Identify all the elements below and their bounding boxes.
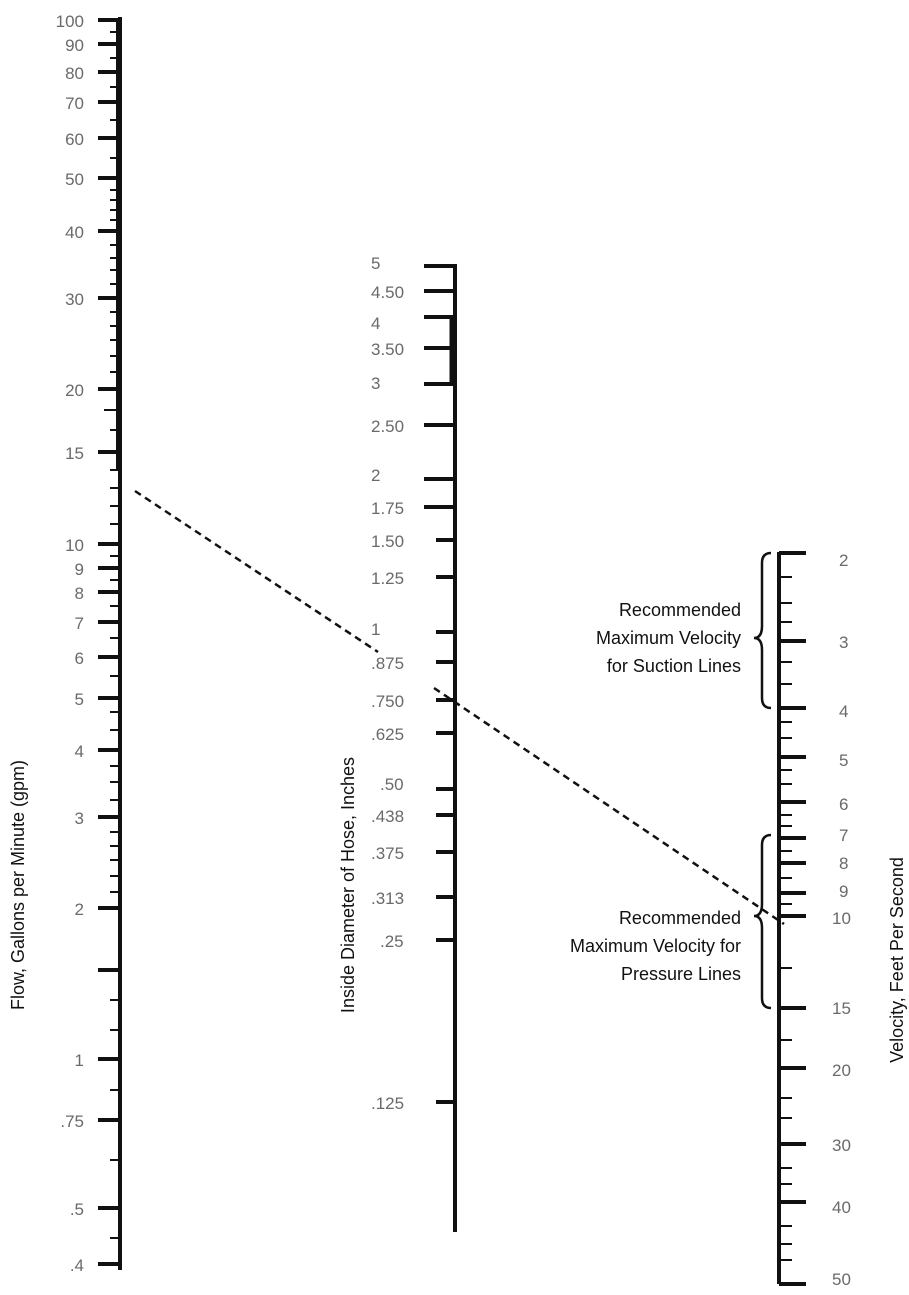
example-line-flow-to-diameter [134, 489, 379, 654]
velocity-label-9: 9 [839, 882, 848, 901]
diameter-label-875: .875 [371, 654, 404, 673]
velocity-major-ticks [779, 551, 806, 1286]
diameter-label-50: .50 [380, 775, 404, 794]
velocity-label-10: 10 [832, 909, 851, 928]
example-line-diameter-to-velocity [433, 686, 785, 926]
velocity-label-5: 5 [839, 751, 848, 770]
flow-label-70: 70 [65, 94, 84, 113]
flow-label-100: 100 [56, 12, 84, 31]
velocity-label-3: 3 [839, 633, 848, 652]
pressure-velocity-note: Recommended Maximum Velocity for Pressur… [570, 908, 741, 984]
velocity-label-30: 30 [832, 1136, 851, 1155]
pressure-note-line-3: Pressure Lines [621, 964, 741, 984]
flow-label-80: 80 [65, 64, 84, 83]
flow-label-10: 10 [65, 536, 84, 555]
diameter-label-625: .625 [371, 725, 404, 744]
diameter-label-1-25: 1.25 [371, 569, 404, 588]
flow-label-6: 6 [75, 649, 84, 668]
flow-label-075: .75 [60, 1112, 84, 1131]
diameter-label-1-75: 1.75 [371, 499, 404, 518]
diameter-label-750: .750 [371, 692, 404, 711]
velocity-label-15: 15 [832, 999, 851, 1018]
pressure-range-brace [753, 833, 772, 1010]
velocity-scale: 2 3 4 5 6 7 8 9 10 15 20 30 40 50 Veloci… [777, 551, 907, 1289]
flow-label-20: 20 [65, 381, 84, 400]
flow-label-3: 3 [75, 809, 84, 828]
diameter-label-125: .125 [371, 1094, 404, 1113]
diameter-label-375: .375 [371, 844, 404, 863]
diameter-label-4: 4 [371, 314, 380, 333]
flow-label-60: 60 [65, 130, 84, 149]
diameter-axis-title: Inside Diameter of Hose, Inches [338, 757, 358, 1013]
suction-range-brace [753, 551, 772, 710]
diameter-label-2-50: 2.50 [371, 417, 404, 436]
flow-label-30: 30 [65, 290, 84, 309]
velocity-axis-title: Velocity, Feet Per Second [887, 857, 907, 1063]
diameter-tick-labels: 5 4.50 4 3.50 3 2.50 2 1.75 1.50 1.25 1 … [371, 254, 404, 1113]
flow-label-4: 4 [75, 742, 84, 761]
flow-label-1: 1 [75, 1051, 84, 1070]
velocity-label-6: 6 [839, 795, 848, 814]
diameter-label-25: .25 [380, 932, 404, 951]
velocity-label-50: 50 [832, 1270, 851, 1289]
velocity-label-20: 20 [832, 1061, 851, 1080]
flow-minor-ticks [104, 31, 120, 1239]
diameter-label-4-50: 4.50 [371, 283, 404, 302]
velocity-minor-ticks [779, 576, 792, 1261]
suction-note-line-2: Maximum Velocity [596, 628, 741, 648]
diameter-label-1-50: 1.50 [371, 532, 404, 551]
flow-label-50: 50 [65, 170, 84, 189]
flow-label-90: 90 [65, 36, 84, 55]
diameter-label-3: 3 [371, 374, 380, 393]
flow-label-7: 7 [75, 614, 84, 633]
flow-label-5: 5 [75, 690, 84, 709]
diameter-scale: 5 4.50 4 3.50 3 2.50 2 1.75 1.50 1.25 1 … [338, 254, 457, 1232]
flow-label-05: .5 [70, 1200, 84, 1219]
velocity-label-4: 4 [839, 702, 848, 721]
flow-label-40: 40 [65, 223, 84, 242]
velocity-label-40: 40 [832, 1198, 851, 1217]
flow-label-8: 8 [75, 584, 84, 603]
pressure-note-line-2: Maximum Velocity for [570, 936, 741, 956]
diameter-label-2: 2 [371, 466, 380, 485]
diameter-label-1: 1 [371, 620, 380, 639]
suction-velocity-note: Recommended Maximum Velocity for Suction… [596, 600, 741, 676]
diameter-label-5: 5 [371, 254, 380, 273]
diameter-label-438: .438 [371, 807, 404, 826]
suction-note-line-3: for Suction Lines [607, 656, 741, 676]
velocity-label-7: 7 [839, 826, 848, 845]
flow-label-9: 9 [75, 560, 84, 579]
flow-label-15: 15 [65, 444, 84, 463]
diameter-ticks [424, 264, 455, 1104]
suction-note-line-1: Recommended [619, 600, 741, 620]
diameter-label-313: .313 [371, 889, 404, 908]
flow-tick-labels: 100 90 80 70 60 50 40 30 20 15 10 9 8 7 … [56, 12, 84, 1275]
velocity-tick-labels: 2 3 4 5 6 7 8 9 10 15 20 30 40 50 [832, 551, 851, 1289]
pressure-note-line-1: Recommended [619, 908, 741, 928]
velocity-label-2: 2 [839, 551, 848, 570]
flow-scale: 100 90 80 70 60 50 40 30 20 15 10 9 8 7 … [8, 12, 122, 1275]
flow-label-04: .4 [70, 1256, 84, 1275]
flow-label-2: 2 [75, 900, 84, 919]
flow-major-ticks [98, 18, 120, 1266]
example-dashed-lines [134, 489, 785, 926]
flow-axis-title: Flow, Gallons per Minute (gpm) [8, 760, 28, 1010]
velocity-label-8: 8 [839, 854, 848, 873]
diameter-label-3-50: 3.50 [371, 340, 404, 359]
